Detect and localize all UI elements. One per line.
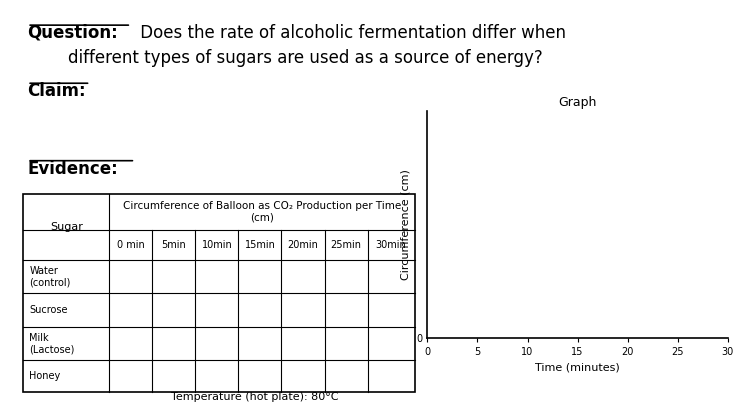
Text: different types of sugars are used as a source of energy?: different types of sugars are used as a … bbox=[68, 49, 543, 67]
Text: 0 min: 0 min bbox=[117, 240, 145, 250]
Text: Honey: Honey bbox=[29, 371, 61, 381]
Text: Temperature (hot plate): 80°C: Temperature (hot plate): 80°C bbox=[171, 392, 339, 402]
Text: Water
(control): Water (control) bbox=[29, 266, 70, 287]
Text: 15min: 15min bbox=[244, 240, 275, 250]
Text: Claim:: Claim: bbox=[27, 82, 86, 100]
Text: Milk
(Lactose): Milk (Lactose) bbox=[29, 333, 75, 354]
Text: Does the rate of alcoholic fermentation differ when: Does the rate of alcoholic fermentation … bbox=[135, 24, 566, 42]
Text: Sugar: Sugar bbox=[50, 222, 82, 232]
Text: 10min: 10min bbox=[202, 240, 232, 250]
X-axis label: Time (minutes): Time (minutes) bbox=[536, 363, 620, 372]
Y-axis label: Circumference (cm): Circumference (cm) bbox=[401, 169, 411, 280]
Text: Evidence:: Evidence: bbox=[27, 159, 118, 178]
Text: 30min: 30min bbox=[376, 240, 406, 250]
Title: Graph: Graph bbox=[558, 96, 597, 109]
Text: Sucrose: Sucrose bbox=[29, 305, 68, 315]
Text: Circumference of Balloon as CO₂ Production per Time
(cm): Circumference of Balloon as CO₂ Producti… bbox=[123, 201, 401, 223]
Text: Question:: Question: bbox=[27, 24, 118, 42]
Text: 5min: 5min bbox=[161, 240, 186, 250]
Text: 20min: 20min bbox=[287, 240, 319, 250]
Text: 25min: 25min bbox=[331, 240, 362, 250]
